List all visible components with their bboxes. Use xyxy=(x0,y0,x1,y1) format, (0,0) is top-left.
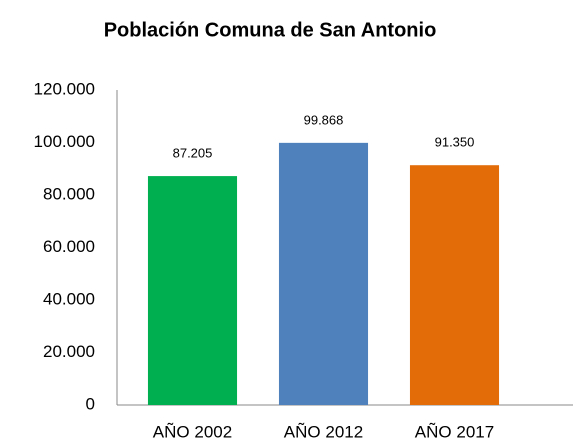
y-tick-label: 100.000 xyxy=(34,132,95,151)
y-tick-label: 120.000 xyxy=(34,79,95,98)
value-label: 91.350 xyxy=(435,135,475,150)
bar xyxy=(278,142,369,405)
x-tick-label: AÑO 2017 xyxy=(415,422,494,441)
y-tick-label: 0 xyxy=(86,394,95,413)
value-label: 87.205 xyxy=(173,146,213,161)
x-tick-label: AÑO 2012 xyxy=(284,422,363,441)
y-tick-label: 60.000 xyxy=(43,237,95,256)
y-tick-label: 80.000 xyxy=(43,184,95,203)
bar xyxy=(147,176,238,405)
chart-title: Población Comuna de San Antonio xyxy=(104,19,437,41)
x-tick-label: AÑO 2002 xyxy=(153,422,232,441)
value-label: 99.868 xyxy=(304,112,344,127)
y-tick-label: 20.000 xyxy=(43,342,95,361)
bar xyxy=(409,165,500,405)
y-tick-label: 40.000 xyxy=(43,289,95,308)
